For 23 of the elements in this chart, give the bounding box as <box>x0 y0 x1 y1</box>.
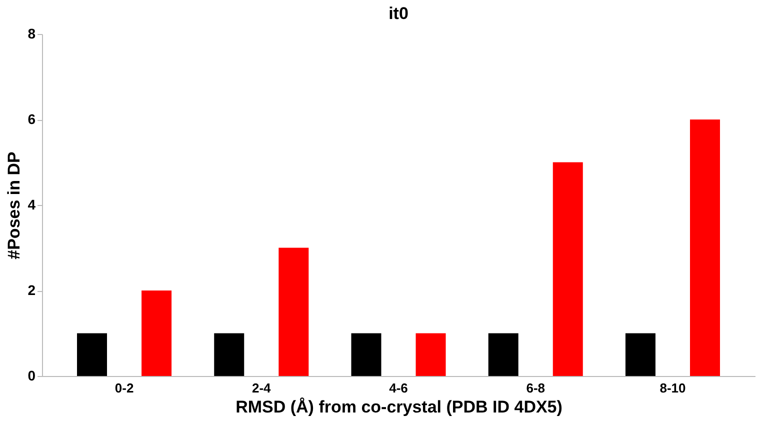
x-tick-label: 6-8 <box>526 380 546 396</box>
y-tick-label: 6 <box>28 111 36 127</box>
y-tick-label: 4 <box>28 196 36 212</box>
bar <box>552 162 583 376</box>
x-axis-title: RMSD (Å) from co-crystal (PDB ID 4DX5) <box>236 398 562 416</box>
bar <box>416 333 446 376</box>
bar <box>77 333 108 376</box>
bar <box>625 333 656 376</box>
bar <box>214 333 244 376</box>
y-axis-title: #Poses in DP <box>4 152 24 260</box>
x-tick-label: 0-2 <box>114 380 134 396</box>
y-tick-label: 0 <box>28 368 36 384</box>
bar <box>690 120 720 376</box>
y-tick-label: 2 <box>28 282 36 298</box>
bar <box>351 333 382 376</box>
x-tick-label: 2-4 <box>252 380 272 396</box>
bar <box>142 290 172 376</box>
bar <box>488 333 518 376</box>
x-tick-label: 4-6 <box>389 380 408 396</box>
chart-title: it0 <box>388 4 408 23</box>
x-tick-label: 8-10 <box>660 380 686 396</box>
y-tick-label: 8 <box>28 26 36 42</box>
bar <box>278 248 309 376</box>
